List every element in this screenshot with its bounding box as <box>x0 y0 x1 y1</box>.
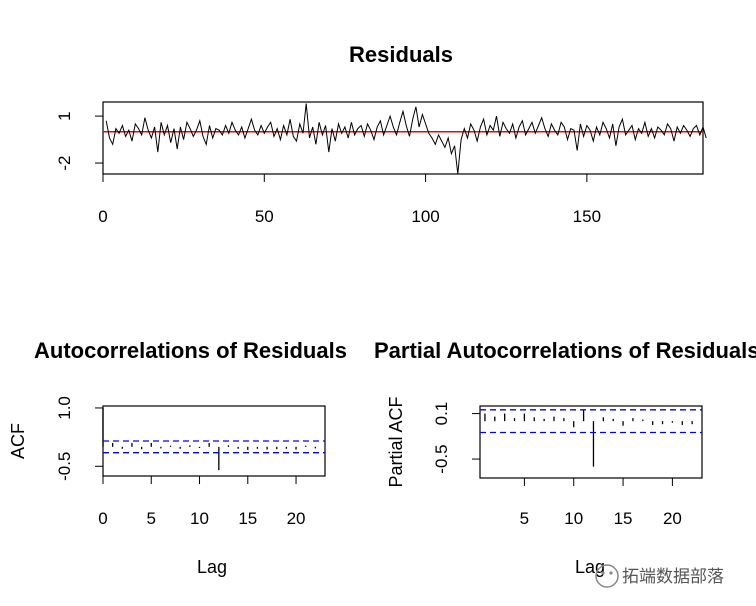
y-tick-label: 1.0 <box>55 396 74 420</box>
x-tick-label: 5 <box>520 509 529 528</box>
wechat-icon-dot <box>601 571 605 575</box>
x-tick-label: 5 <box>147 509 156 528</box>
acf-bars <box>102 407 316 471</box>
watermark-text: 拓端数据部落 <box>622 567 724 587</box>
acf-x-label: Lag <box>197 557 227 577</box>
watermark: 拓端数据部落 <box>595 564 724 588</box>
x-tick-label: 10 <box>564 509 583 528</box>
x-tick-label: 15 <box>614 509 633 528</box>
pacf-confidence-bounds <box>480 409 702 434</box>
pacf-bars <box>484 409 693 467</box>
residuals-title: Residuals <box>349 42 453 67</box>
x-tick-label: 10 <box>190 509 209 528</box>
residuals-panel: Residuals 0 50 100 150 1 -2 <box>55 42 707 226</box>
x-tick-label: 15 <box>238 509 257 528</box>
pacf-title-backdrop <box>478 406 756 478</box>
x-tick-label: 0 <box>98 509 107 528</box>
x-tick-label: 100 <box>411 207 439 226</box>
acf-x-axis: 0 5 10 15 20 <box>98 476 306 528</box>
pacf-y-axis: 0.1 -0.5 <box>432 402 480 474</box>
acf-title: Autocorrelations of Residuals <box>34 338 347 363</box>
y-tick-label: 0.1 <box>432 402 451 426</box>
pacf-panel: Partial Autocorrelations of Residuals 5 1… <box>374 338 756 577</box>
wechat-icon-dot <box>609 571 613 575</box>
residuals-y-axis: 1 -2 <box>55 111 103 171</box>
acf-confidence-bounds <box>103 440 325 454</box>
residuals-series-line <box>105 103 707 175</box>
y-tick-label: 1 <box>55 111 74 120</box>
y-tick-label: -2 <box>55 155 74 170</box>
residuals-x-axis: 0 50 100 150 <box>98 174 601 226</box>
x-tick-label: 50 <box>255 207 274 226</box>
acf-y-label: ACF <box>8 423 28 459</box>
y-tick-label: -0.5 <box>432 444 451 473</box>
acf-y-axis: 1.0 -0.5 <box>55 396 103 481</box>
residuals-plot-box <box>102 101 704 175</box>
x-tick-label: 0 <box>98 207 107 226</box>
wechat-icon <box>595 564 619 588</box>
x-tick-label: 150 <box>573 207 601 226</box>
pacf-y-label: Partial ACF <box>386 396 406 487</box>
y-tick-label: -0.5 <box>55 452 74 481</box>
pacf-x-axis: 5 10 15 20 <box>520 478 682 528</box>
pacf-title: Partial Autocorrelations of Residuals <box>374 338 756 363</box>
pacf-plot-box <box>479 405 703 479</box>
x-tick-label: 20 <box>663 509 682 528</box>
x-tick-label: 20 <box>287 509 306 528</box>
acf-panel: Autocorrelations of Residuals 0 5 10 15 20 1… <box>8 338 347 577</box>
